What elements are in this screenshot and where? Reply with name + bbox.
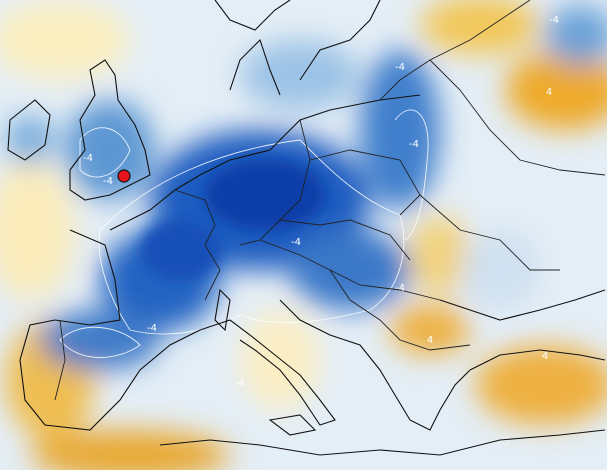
contour-label: 4 [542,351,548,362]
contour-label: -4 [409,139,419,150]
contour-label: -4 [395,62,405,73]
contours [59,109,429,358]
borders [54,0,606,401]
contour-label: -4 [103,176,113,187]
contour-label: -4 [235,378,245,389]
contour-label: -4 [549,15,559,26]
contour-labels: -4 4 -4 -4 -4 -4 -4 -4 -4 -4 4 4 [83,15,559,389]
contour-label: -4 [147,323,157,334]
contour-label: -4 [83,153,93,164]
contour-label: 4 [427,335,433,346]
contour-label: 4 [546,87,552,98]
contour-label: -4 [291,237,301,248]
contour-label: -4 [395,283,405,294]
location-marker [117,169,131,183]
coastlines [7,0,606,456]
